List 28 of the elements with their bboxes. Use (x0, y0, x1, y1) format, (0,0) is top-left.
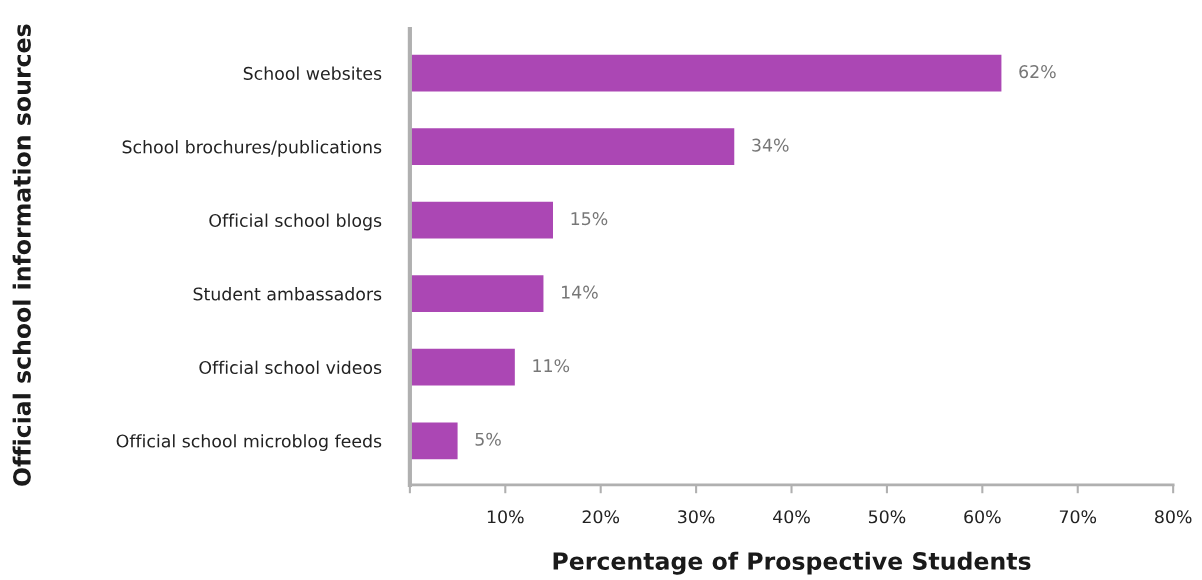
x-tick-label: 10% (487, 510, 524, 524)
x-tick-label: 40% (773, 510, 810, 524)
x-tick-label: 20% (582, 510, 620, 524)
y-tick-label: Student ambassadors (193, 287, 382, 301)
y-tick-label: Official school blogs (209, 213, 382, 231)
y-tick-label: Official school videos (199, 360, 382, 375)
data-label: 14% (562, 285, 598, 299)
y-tick-label: School brochures/publications (122, 140, 382, 157)
data-label: 11% (533, 359, 570, 373)
x-tick-label: 80% (1155, 510, 1192, 524)
x-axis-title: Percentage of Prospective Students (553, 551, 1031, 575)
x-tick-label: 50% (868, 510, 906, 524)
bar (409, 275, 544, 313)
bar (409, 348, 515, 386)
bar (409, 54, 1002, 92)
y-axis-title: Official school information sources (12, 24, 31, 486)
bar (409, 128, 735, 166)
data-label: 15% (571, 212, 608, 226)
data-label: 34% (752, 138, 789, 152)
x-tick-label: 30% (678, 510, 715, 524)
x-tick-label: 60% (964, 510, 1001, 524)
y-tick-label: School websites (243, 66, 382, 80)
y-tick-label: Official school microblog feeds (116, 434, 382, 451)
x-tick-label: 70% (1059, 510, 1097, 524)
bar (409, 201, 553, 239)
data-label: 62% (1019, 65, 1056, 79)
data-label: 5% (475, 432, 501, 446)
bar (409, 422, 458, 460)
